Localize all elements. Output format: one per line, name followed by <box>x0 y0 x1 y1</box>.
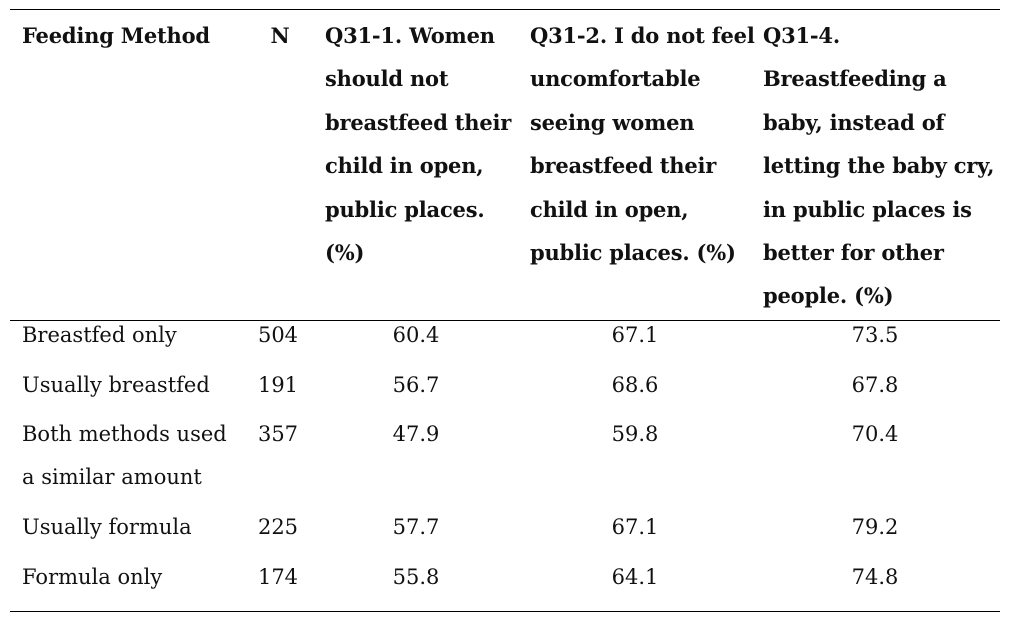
cell-feeding-method: Usually breastfed <box>22 364 210 407</box>
cell-feeding-method: Usually formula <box>22 506 192 549</box>
cell-line: Formula only <box>22 565 163 589</box>
cell-q31-1: 57.7 <box>392 515 440 539</box>
cell-n: 191 <box>257 373 299 397</box>
header-line: letting the baby cry, <box>763 153 995 179</box>
header-line: (%) <box>325 240 365 266</box>
header-q31-1: Q31-1. Women should not breastfeed their… <box>325 14 515 274</box>
header-line: Q31-1. Women <box>325 23 495 48</box>
header-line: breastfeed their <box>530 153 717 179</box>
cell-q31-1: 47.9 <box>392 422 440 446</box>
header-line: child in open, <box>530 196 689 222</box>
cell-q31-1: 56.7 <box>392 373 440 397</box>
cell-q31-4: 74.8 <box>851 565 899 589</box>
header-line: Feeding Method <box>22 23 210 48</box>
cell-q31-2: 64.1 <box>611 565 659 589</box>
header-line: people. (%) <box>763 283 894 309</box>
header-line: N <box>270 23 290 48</box>
cell-n: 225 <box>257 515 299 539</box>
cell-line: Usually formula <box>22 515 192 539</box>
cell-q31-4: 70.4 <box>851 422 899 446</box>
header-n: N <box>258 14 302 57</box>
table-top-rule <box>10 9 1000 10</box>
table-bottom-rule <box>10 611 1000 612</box>
cell-q31-2: 67.1 <box>611 515 659 539</box>
cell-feeding-method: Breastfed only <box>22 314 177 357</box>
cell-feeding-method: Formula only <box>22 556 162 599</box>
header-feeding-method: Feeding Method <box>22 14 242 57</box>
header-line: child in open, <box>325 153 484 179</box>
cell-q31-4: 79.2 <box>851 515 899 539</box>
header-q31-4: Q31-4. Breastfeeding a baby, instead of … <box>763 14 999 318</box>
header-bottom-rule <box>10 320 1000 321</box>
cell-feeding-method: Both methods used a similar amount <box>22 413 227 500</box>
header-line: Breastfeeding a <box>763 66 947 92</box>
cell-n: 174 <box>257 565 299 589</box>
cell-q31-2: 68.6 <box>611 373 659 397</box>
header-line: Q31-4. <box>763 23 840 48</box>
header-line: in public places is <box>763 196 972 222</box>
cell-line: Both methods used <box>22 422 227 446</box>
cell-n: 357 <box>257 422 299 446</box>
header-line: should not <box>325 66 449 92</box>
cell-q31-2: 67.1 <box>611 323 659 347</box>
header-line: better for other <box>763 240 944 266</box>
header-line: public places. <box>325 196 485 222</box>
header-line: seeing women <box>530 109 695 135</box>
header-line: baby, instead of <box>763 109 945 135</box>
header-line: Q31-2. I do not feel <box>530 23 755 48</box>
header-q31-2: Q31-2. I do not feel uncomfortable seein… <box>530 14 755 274</box>
cell-line: Usually breastfed <box>22 373 210 397</box>
cell-line: Breastfed only <box>22 323 177 347</box>
cell-q31-2: 59.8 <box>611 422 659 446</box>
header-line: breastfeed their <box>325 109 512 135</box>
cell-q31-4: 67.8 <box>851 373 899 397</box>
header-line: uncomfortable <box>530 66 701 92</box>
cell-line: a similar amount <box>22 465 202 490</box>
cell-q31-1: 60.4 <box>392 323 440 347</box>
header-line: public places. (%) <box>530 240 736 266</box>
cell-q31-1: 55.8 <box>392 565 440 589</box>
cell-n: 504 <box>257 323 299 347</box>
cell-q31-4: 73.5 <box>851 323 899 347</box>
